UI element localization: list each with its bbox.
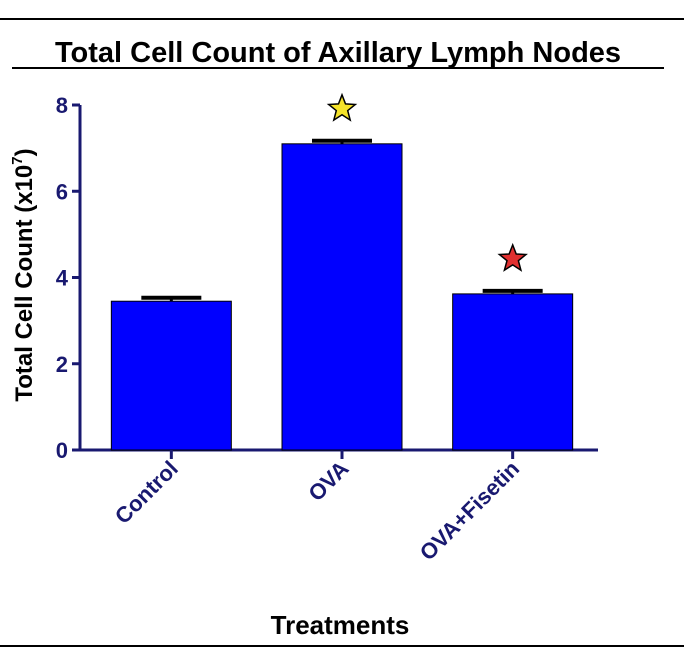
bottom-frame-line <box>0 645 684 647</box>
y-tick-label: 4 <box>56 266 69 291</box>
x-tick-label: OVA+Fisetin <box>415 456 524 565</box>
bar <box>452 293 574 451</box>
y-axis-label-exponent: 7 <box>9 156 26 164</box>
significance-star-icon <box>326 92 358 122</box>
y-tick-label: 8 <box>56 93 68 118</box>
y-axis-label: Total Cell Count (x107) <box>9 148 38 401</box>
x-tick-label: OVA <box>303 456 353 506</box>
bar <box>110 300 232 451</box>
y-tick-label: 0 <box>56 438 68 463</box>
bar <box>281 143 403 451</box>
y-tick-label: 2 <box>56 352 68 377</box>
chart-title: Total Cell Count of Axillary Lymph Nodes <box>55 37 621 69</box>
y-tick-label: 6 <box>56 179 68 204</box>
x-tick-label: Control <box>110 456 183 529</box>
plot-area: 0 2 4 6 8 Control OVA OVA+Fisetin <box>56 92 598 565</box>
y-axis-label-close: ) <box>11 148 38 156</box>
x-axis-label: Treatments <box>271 610 410 640</box>
significance-star-icon <box>497 242 528 272</box>
y-axis-label-main: Total Cell Count (x10 <box>11 165 38 402</box>
top-frame-line <box>0 18 684 20</box>
